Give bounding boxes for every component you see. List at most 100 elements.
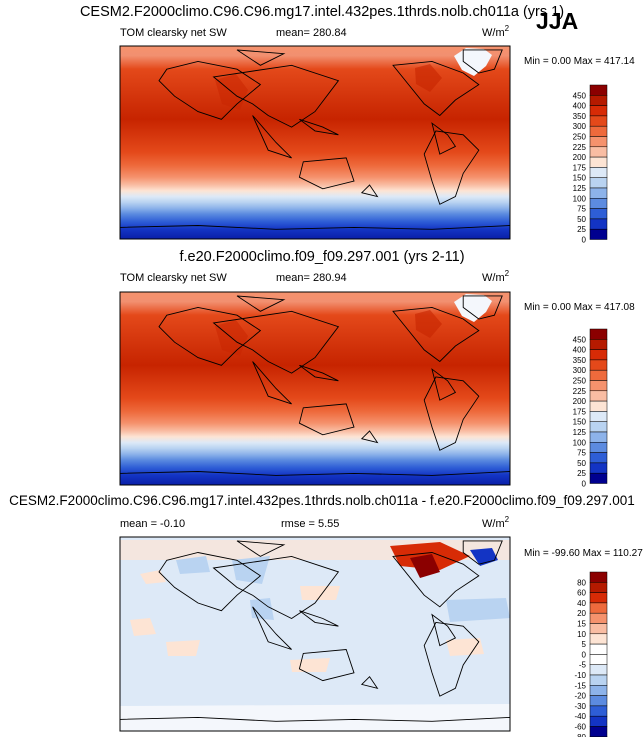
colorbar-swatch <box>589 472 608 484</box>
colorbar-swatch <box>589 400 608 412</box>
coastline-segment <box>119 716 511 722</box>
colorbar-swatch <box>589 674 608 686</box>
colorbar-tick-label: -20 <box>574 692 586 701</box>
colorbar-swatch <box>589 328 608 340</box>
coastline-segment <box>392 60 480 117</box>
coastline-segment <box>360 184 379 198</box>
colorbar-tick-label: 100 <box>573 194 587 203</box>
colorbar-swatch <box>589 462 608 474</box>
colorbar-swatch <box>589 156 608 168</box>
colorbar-swatch <box>589 359 608 371</box>
panel-1-variable: TOM clearsky net SW <box>120 27 227 39</box>
colorbar-tick-label: 450 <box>573 91 587 100</box>
season-label: JJA <box>536 8 578 34</box>
coastline-segment <box>119 225 511 230</box>
colorbar-tick-label: 40 <box>577 599 586 608</box>
panel-2-field <box>120 292 510 485</box>
colorbar-tick-label: -80 <box>574 733 586 737</box>
coastline-segment <box>252 115 292 159</box>
colorbar-tick-label: 350 <box>573 356 587 365</box>
coastline-segment <box>360 430 379 444</box>
coastline-segment <box>212 310 340 374</box>
coastline-segment <box>431 613 457 647</box>
panel-3-title: CESM2.F2000climo.C96.C96.mg17.intel.432p… <box>9 493 635 508</box>
colorbar-tick-label: 150 <box>573 418 587 427</box>
colorbar-swatch <box>589 228 608 240</box>
colorbar-swatch <box>589 136 608 148</box>
panel-1-stats: Min = 0.00 Max = 417.14 <box>524 56 635 67</box>
coastline-segment <box>423 621 480 697</box>
colorbar-tick-label: -40 <box>574 712 586 721</box>
panel-1-title: CESM2.F2000climo.C96.C96.mg17.intel.432p… <box>80 4 564 20</box>
colorbar-tick-label: 100 <box>573 438 587 447</box>
coastline-segment <box>212 555 340 620</box>
colorbar-tick-label: 60 <box>577 589 586 598</box>
coastline-segment <box>158 306 262 366</box>
colorbar-tick-label: 200 <box>573 153 587 162</box>
colorbar-tick-label: 125 <box>573 428 587 437</box>
colorbar-tick-label: -30 <box>574 702 586 711</box>
colorbar-swatch <box>589 685 608 696</box>
colorbar-swatch <box>589 380 608 392</box>
panel-obs: f.e20.F2000climo.f09_f09.297.001 (yrs 2-… <box>119 249 635 489</box>
panel-2-land-patch <box>415 310 442 338</box>
coastline-segment <box>462 295 503 320</box>
colorbar-swatch <box>589 664 608 676</box>
colorbar-tick-label: 50 <box>577 459 586 468</box>
coastline-segment <box>236 295 286 312</box>
coastline-segment <box>298 403 355 436</box>
colorbar-tick-label: 75 <box>577 205 586 214</box>
coastline-segment <box>252 361 292 405</box>
coastline-segment <box>252 606 292 650</box>
panel-2-coastlines <box>119 295 511 476</box>
coastline-segment <box>299 364 339 382</box>
coastline-segment <box>119 471 511 476</box>
coastline-segment <box>236 540 286 557</box>
colorbar-swatch <box>589 592 608 604</box>
panel-1-coastlines <box>119 49 511 230</box>
coastline-segment <box>299 610 339 627</box>
colorbar-swatch <box>589 452 608 464</box>
colorbar-swatch <box>589 643 608 655</box>
colorbar-swatch <box>589 715 608 727</box>
panel-2-mean: mean= 280.94 <box>276 272 347 284</box>
colorbar-swatch <box>589 623 608 635</box>
panel-1-land-patch <box>415 64 442 92</box>
coastline-segment <box>212 64 340 128</box>
colorbar-tick-label: 0 <box>582 480 587 489</box>
colorbar-tick-label: 25 <box>577 469 586 478</box>
colorbar-tick-label: 125 <box>573 184 587 193</box>
colorbar-swatch <box>589 84 608 96</box>
panel-3-coastlines <box>119 540 511 722</box>
colorbar-swatch <box>589 726 608 737</box>
colorbar-tick-label: 225 <box>573 387 587 396</box>
panel-3-anomaly-patches <box>120 540 510 731</box>
colorbar-tick-label: 150 <box>573 174 587 183</box>
coastline-segment <box>462 540 503 565</box>
colorbar-tick-label: 350 <box>573 112 587 121</box>
coastline-segment <box>431 368 457 401</box>
colorbar-tick-label: 250 <box>573 133 587 142</box>
colorbar-swatch <box>589 198 608 209</box>
colorbar-swatch <box>589 442 608 453</box>
colorbar-swatch <box>589 695 608 707</box>
panel-difference: CESM2.F2000climo.C96.C96.mg17.intel.432p… <box>9 493 643 737</box>
colorbar-tick-label: -15 <box>574 681 586 690</box>
colorbar-tick-label: 200 <box>573 397 587 406</box>
coastline-segment <box>299 118 339 136</box>
colorbar-swatch <box>589 633 608 645</box>
colorbar-swatch <box>589 105 608 117</box>
colorbar-tick-label: -5 <box>579 661 587 670</box>
colorbar-swatch <box>589 125 608 137</box>
panel-3-rmse: rmse = 5.55 <box>281 518 339 530</box>
colorbar-tick-label: 450 <box>573 335 587 344</box>
coastline-segment <box>236 49 286 66</box>
colorbar-tick-label: 0 <box>582 236 587 245</box>
colorbar-swatch <box>589 115 608 127</box>
colorbar-swatch <box>589 187 608 199</box>
panel-3-mean: mean = -0.10 <box>120 518 185 530</box>
colorbar-swatch <box>589 208 608 220</box>
